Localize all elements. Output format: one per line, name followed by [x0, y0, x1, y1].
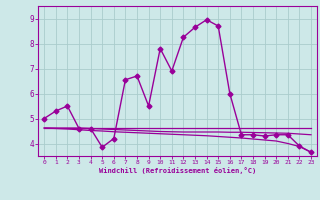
X-axis label: Windchill (Refroidissement éolien,°C): Windchill (Refroidissement éolien,°C) [99, 167, 256, 174]
